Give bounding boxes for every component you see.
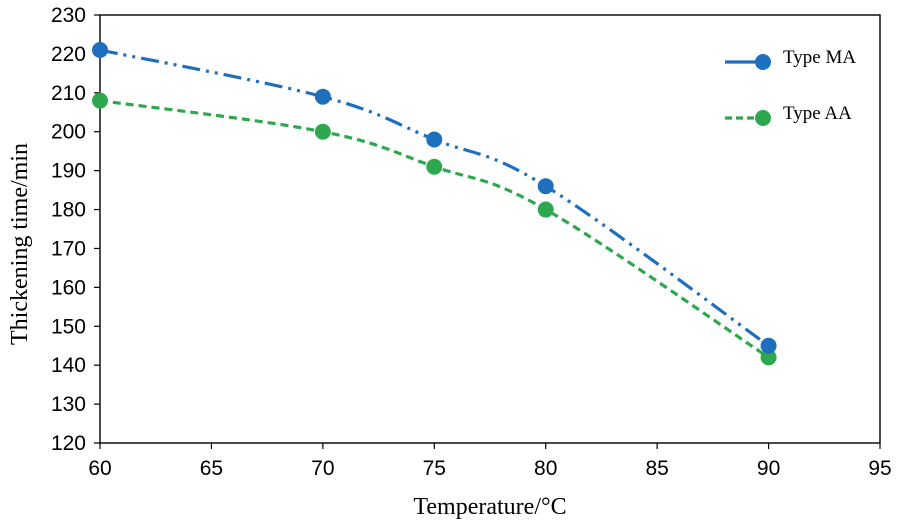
- y-axis-ticks: 120 130 140 150 160 170 180 190 200 210 220 230: [51, 4, 100, 455]
- series-type-aa: [92, 92, 777, 366]
- legend-swatch-marker: [755, 54, 771, 70]
- legend-swatch-marker: [755, 110, 771, 126]
- series-line: [99, 48, 770, 348]
- data-point: [537, 201, 554, 218]
- y-tick-label: 230: [51, 4, 86, 27]
- x-axis-title: Temperature/°C: [413, 494, 566, 520]
- data-point: [92, 42, 108, 59]
- y-axis-title: Thickening time/min: [7, 143, 33, 345]
- y-tick-label: 120: [51, 432, 86, 455]
- x-tick-label: 90: [757, 457, 780, 480]
- y-tick-label: 210: [51, 82, 86, 105]
- x-tick-label: 80: [534, 457, 557, 480]
- y-tick-label: 200: [51, 121, 86, 144]
- y-tick-label: 180: [51, 199, 86, 222]
- y-tick-label: 160: [51, 276, 86, 299]
- data-point: [314, 123, 331, 140]
- x-tick-label: 65: [200, 457, 223, 480]
- data-point: [760, 337, 777, 354]
- y-tick-label: 220: [51, 43, 86, 66]
- legend: Type MA Type AA: [725, 47, 856, 126]
- x-tick-label: 60: [88, 457, 111, 480]
- x-tick-label: 85: [645, 457, 668, 480]
- x-tick-label: 75: [423, 457, 446, 480]
- legend-item-type-aa: Type AA: [725, 103, 852, 126]
- data-point: [760, 349, 777, 366]
- y-tick-label: 140: [51, 354, 86, 377]
- plot-frame: [99, 14, 881, 444]
- series-layer: [92, 42, 777, 366]
- y-tick-label: 130: [51, 393, 86, 416]
- y-tick-label: 150: [51, 315, 86, 338]
- data-point: [314, 88, 331, 105]
- x-tick-label: 70: [311, 457, 334, 480]
- plot-area-border: [99, 14, 881, 444]
- data-point: [426, 131, 443, 148]
- data-point: [426, 158, 443, 175]
- legend-label: Type AA: [783, 103, 852, 124]
- x-tick-label: 95: [868, 457, 891, 480]
- y-tick-label: 170: [51, 237, 86, 260]
- x-axis-ticks: 60 65 70 75 80 85 90 95: [88, 443, 892, 480]
- data-point: [537, 178, 554, 195]
- legend-item-type-ma: Type MA: [725, 47, 856, 70]
- data-point: [92, 92, 108, 109]
- series-type-ma: [92, 42, 777, 354]
- legend-label: Type MA: [783, 47, 856, 68]
- y-tick-label: 190: [51, 160, 86, 183]
